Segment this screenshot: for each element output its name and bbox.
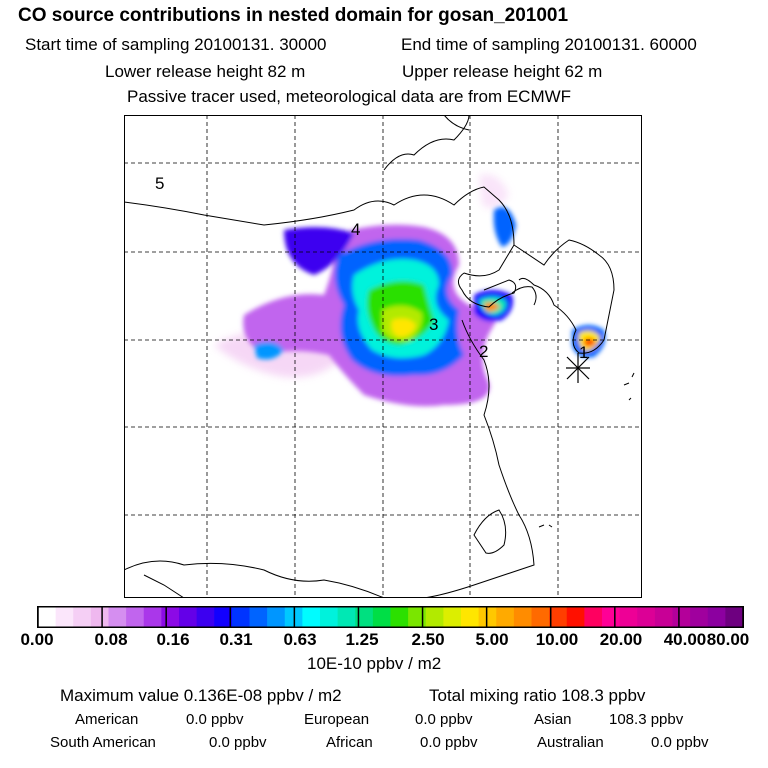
colorbar-cell	[196, 607, 215, 627]
colorbar-cell	[566, 607, 585, 627]
colorbar-tick-label: 0.31	[219, 630, 253, 649]
colorbar-cell	[55, 607, 74, 627]
colorbar-cell	[725, 607, 744, 627]
colorbar-cell	[231, 607, 250, 627]
colorbar	[37, 606, 744, 628]
colorbar-tick-label: 2.50	[411, 630, 445, 649]
colorbar-border	[37, 606, 744, 628]
colorbar-cell	[461, 607, 480, 627]
american-label: American	[75, 711, 139, 728]
colorbar-tick-label: 0.00	[20, 630, 54, 649]
start-time-text: Start time of sampling 20100131. 30000	[25, 35, 327, 54]
asian-value: 108.3 ppbv	[609, 711, 684, 728]
south-american-value: 0.0 ppbv	[209, 734, 267, 751]
map-label-4: 4	[351, 220, 360, 239]
colorbar-cell	[707, 607, 726, 627]
page-title: CO source contributions in nested domain…	[18, 5, 569, 26]
colorbar-cell	[390, 607, 409, 627]
colorbar-cell	[179, 607, 198, 627]
colorbar-cell	[602, 607, 621, 627]
map-label-5: 5	[155, 174, 164, 193]
map-panel: 5 4 3 2 1	[124, 115, 642, 598]
colorbar-cell	[73, 607, 92, 627]
colorbar-cell	[496, 607, 515, 627]
colorbar-cell	[443, 607, 462, 627]
colorbar-cell	[372, 607, 391, 627]
african-label: African	[326, 734, 373, 751]
south-american-label: South American	[50, 734, 156, 751]
colorbar-cell	[337, 607, 356, 627]
european-value: 0.0 ppbv	[415, 711, 473, 728]
colorbar-tick-label: 0.08	[94, 630, 128, 649]
colorbar-cell	[513, 607, 532, 627]
colorbar-cell	[38, 607, 57, 627]
upper-height-text: Upper release height 62 m	[402, 62, 603, 81]
colorbar-cell	[214, 607, 233, 627]
colorbar-cell	[302, 607, 321, 627]
african-value: 0.0 ppbv	[420, 734, 478, 751]
colorbar-tick-label: 0.63	[283, 630, 317, 649]
colorbar-tick-label: 80.00	[706, 630, 750, 649]
colorbar-tick-label: 40.00	[663, 630, 707, 649]
colorbar-cell	[619, 607, 638, 627]
australian-value: 0.0 ppbv	[651, 734, 709, 751]
colorbar-tick-label: 0.16	[156, 630, 190, 649]
colorbar-cell	[478, 607, 497, 627]
colorbar-cell	[531, 607, 550, 627]
colorbar-cell	[408, 607, 427, 627]
american-value: 0.0 ppbv	[186, 711, 244, 728]
map-label-1: 1	[579, 343, 588, 362]
note-text: Passive tracer used, meteorological data…	[127, 87, 572, 106]
colorbar-cell	[690, 607, 709, 627]
colorbar-cell	[584, 607, 603, 627]
concentration-field	[214, 174, 606, 407]
colorbar-cell	[249, 607, 268, 627]
map-label-2: 2	[479, 342, 488, 361]
asterisk-icon	[566, 353, 590, 383]
colorbar-tick-label: 10.00	[535, 630, 579, 649]
colorbar-cell	[143, 607, 162, 627]
end-time-text: End time of sampling 20100131. 60000	[401, 35, 697, 54]
european-label: European	[304, 711, 370, 728]
colorbar-tick-label: 1.25	[345, 630, 379, 649]
total-mixing-text: Total mixing ratio 108.3 ppbv	[429, 686, 646, 705]
colorbar-cell	[90, 607, 109, 627]
colorbar-cell	[267, 607, 286, 627]
map-label-3: 3	[429, 315, 438, 334]
colorbar-cell	[108, 607, 127, 627]
lower-height-text: Lower release height 82 m	[105, 62, 306, 81]
colorbar-cell	[549, 607, 568, 627]
colorbar-cell	[672, 607, 691, 627]
colorbar-cell	[637, 607, 656, 627]
colorbar-cell	[654, 607, 673, 627]
colorbar-cell	[126, 607, 145, 627]
colorbar-cell	[425, 607, 444, 627]
asian-label: Asian	[534, 711, 572, 728]
colorbar-cell	[320, 607, 339, 627]
australian-label: Australian	[537, 734, 604, 751]
colorbar-tick-label: 20.00	[599, 630, 643, 649]
coastlines	[124, 115, 635, 598]
max-value-text: Maximum value 0.136E-08 ppbv / m2	[60, 686, 342, 705]
colorbar-cell	[355, 607, 374, 627]
colorbar-cell	[161, 607, 180, 627]
colorbar-tick-label: 5.00	[475, 630, 509, 649]
grid-lines	[124, 115, 642, 598]
colorbar-unit: 10E-10 ppbv / m2	[307, 654, 442, 673]
